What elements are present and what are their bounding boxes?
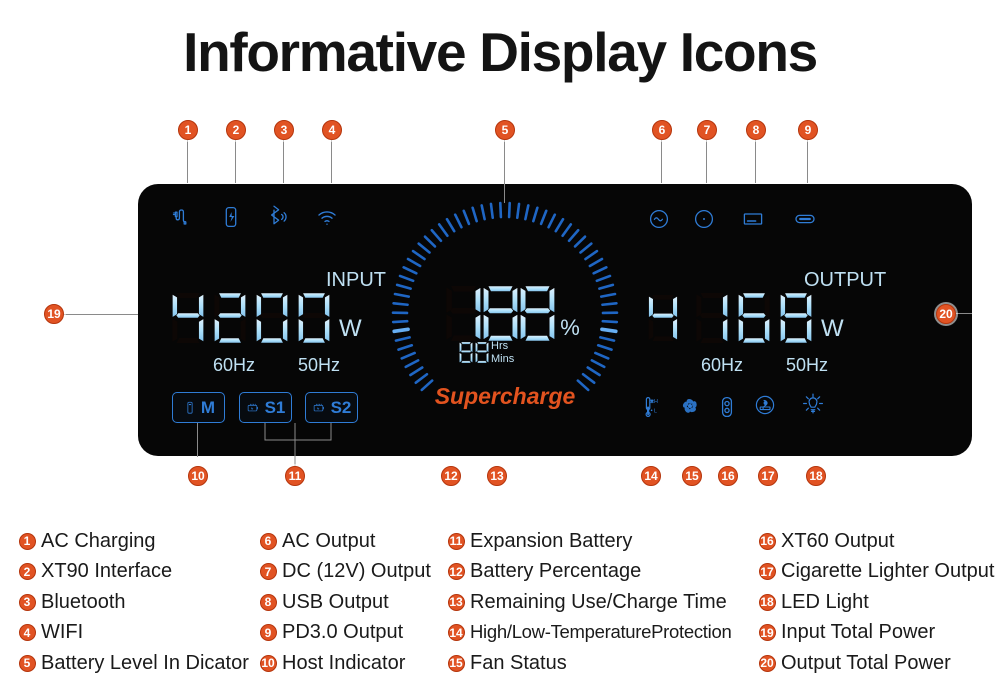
svg-text:L: L [654, 408, 657, 414]
svg-text:H: H [654, 399, 658, 405]
